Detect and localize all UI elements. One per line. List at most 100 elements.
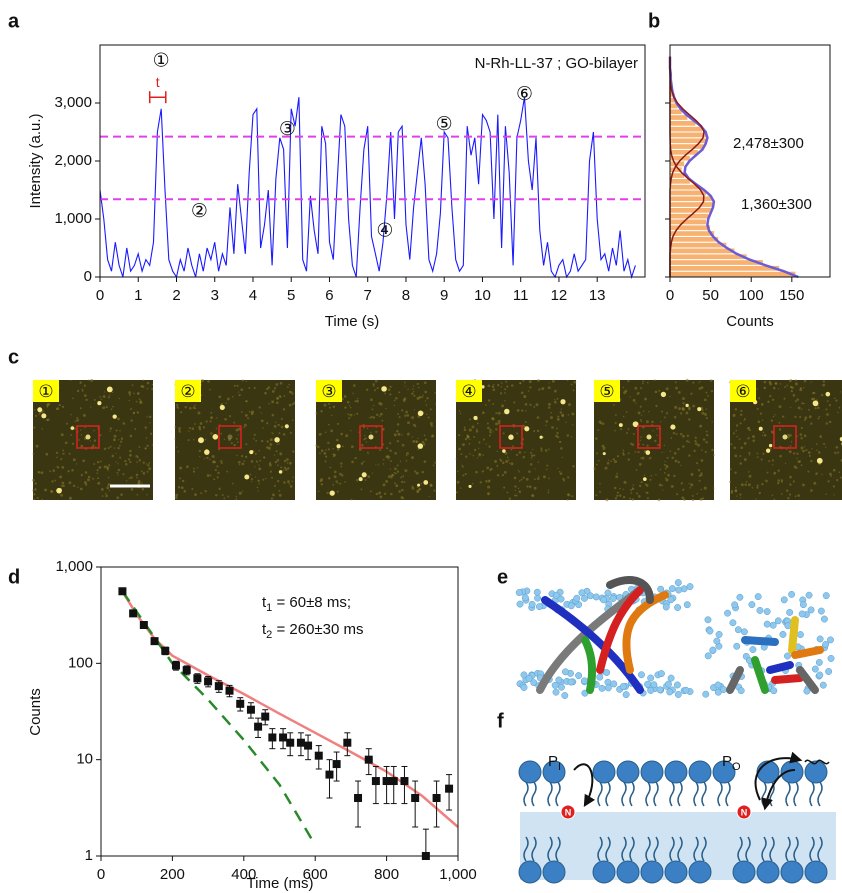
noise xyxy=(96,469,99,472)
noise xyxy=(401,434,403,436)
noise xyxy=(350,429,352,432)
noise xyxy=(665,464,668,468)
noise xyxy=(340,432,343,436)
noise xyxy=(285,468,288,471)
noise xyxy=(129,434,133,438)
roi-box xyxy=(359,425,383,449)
noise xyxy=(229,415,232,418)
lipid-bead xyxy=(516,600,524,608)
noise xyxy=(595,494,598,497)
x-tick-label: 100 xyxy=(739,287,764,304)
noise xyxy=(662,489,664,491)
noise xyxy=(707,395,709,397)
noise xyxy=(183,489,187,493)
noise xyxy=(288,483,291,485)
noise xyxy=(529,463,533,466)
event-label: ④ xyxy=(376,220,393,242)
noise xyxy=(794,495,797,498)
noise xyxy=(547,491,550,494)
noise xyxy=(525,410,527,412)
noise xyxy=(187,439,190,442)
noise xyxy=(66,422,69,425)
noise xyxy=(60,433,64,437)
noise xyxy=(181,479,185,483)
noise xyxy=(75,463,78,465)
noise xyxy=(33,409,35,411)
noise xyxy=(534,468,536,470)
noise xyxy=(118,444,121,447)
lipid-tail xyxy=(725,781,731,807)
lipid-tail xyxy=(645,781,651,807)
noise xyxy=(318,432,322,436)
noise xyxy=(485,480,488,483)
noise xyxy=(236,384,239,387)
noise xyxy=(398,490,401,493)
noise xyxy=(49,470,51,473)
noise xyxy=(68,452,71,455)
data-point xyxy=(204,677,213,686)
noise xyxy=(429,408,432,411)
micrograph-label: ⑤ xyxy=(599,382,614,402)
noise xyxy=(519,382,522,385)
noise xyxy=(117,474,119,476)
noise xyxy=(257,479,260,483)
noise xyxy=(128,477,130,480)
noise xyxy=(373,385,375,387)
noise xyxy=(231,482,234,485)
noise xyxy=(734,454,738,458)
noise xyxy=(700,488,703,491)
noise xyxy=(465,455,468,458)
noise xyxy=(799,415,802,418)
noise xyxy=(604,466,608,470)
lipid-bead xyxy=(733,642,741,650)
noise xyxy=(655,404,658,408)
noise xyxy=(640,420,643,423)
noise xyxy=(800,426,803,429)
noise xyxy=(516,433,518,435)
noise xyxy=(107,470,109,472)
noise xyxy=(216,417,218,419)
noise xyxy=(697,443,700,447)
noise xyxy=(787,496,790,500)
histogram-bar xyxy=(669,131,708,139)
noise xyxy=(492,417,495,421)
lipid-bead xyxy=(644,680,652,688)
histogram-bar xyxy=(669,125,703,133)
lipid-bead xyxy=(754,593,762,601)
noise xyxy=(622,415,625,418)
noise xyxy=(33,493,36,496)
noise xyxy=(551,426,554,429)
noise xyxy=(337,482,339,485)
noise xyxy=(529,403,532,406)
noise xyxy=(217,471,220,475)
noise xyxy=(374,379,378,383)
noise xyxy=(616,494,619,497)
spot xyxy=(284,424,289,429)
noise xyxy=(710,389,714,393)
noise xyxy=(482,454,485,456)
noise xyxy=(238,393,241,397)
noise xyxy=(531,454,534,457)
lipid-bead xyxy=(784,652,791,660)
lipid-bead xyxy=(638,671,645,679)
noise xyxy=(372,383,375,386)
noise xyxy=(283,466,287,470)
noise xyxy=(464,472,467,476)
lipid-bead xyxy=(573,594,581,602)
noise xyxy=(273,387,277,390)
lipid-bead xyxy=(598,684,606,692)
noise xyxy=(690,483,694,487)
lipid-bead xyxy=(683,601,691,609)
noise xyxy=(375,492,379,496)
noise xyxy=(254,476,257,478)
noise xyxy=(146,470,149,473)
noise xyxy=(486,422,489,425)
noise xyxy=(672,431,676,435)
noise xyxy=(521,409,524,412)
noise xyxy=(71,468,74,472)
noise xyxy=(550,411,552,414)
noise xyxy=(572,424,574,426)
noise xyxy=(619,494,622,497)
noise xyxy=(468,442,471,445)
noise xyxy=(571,495,574,498)
